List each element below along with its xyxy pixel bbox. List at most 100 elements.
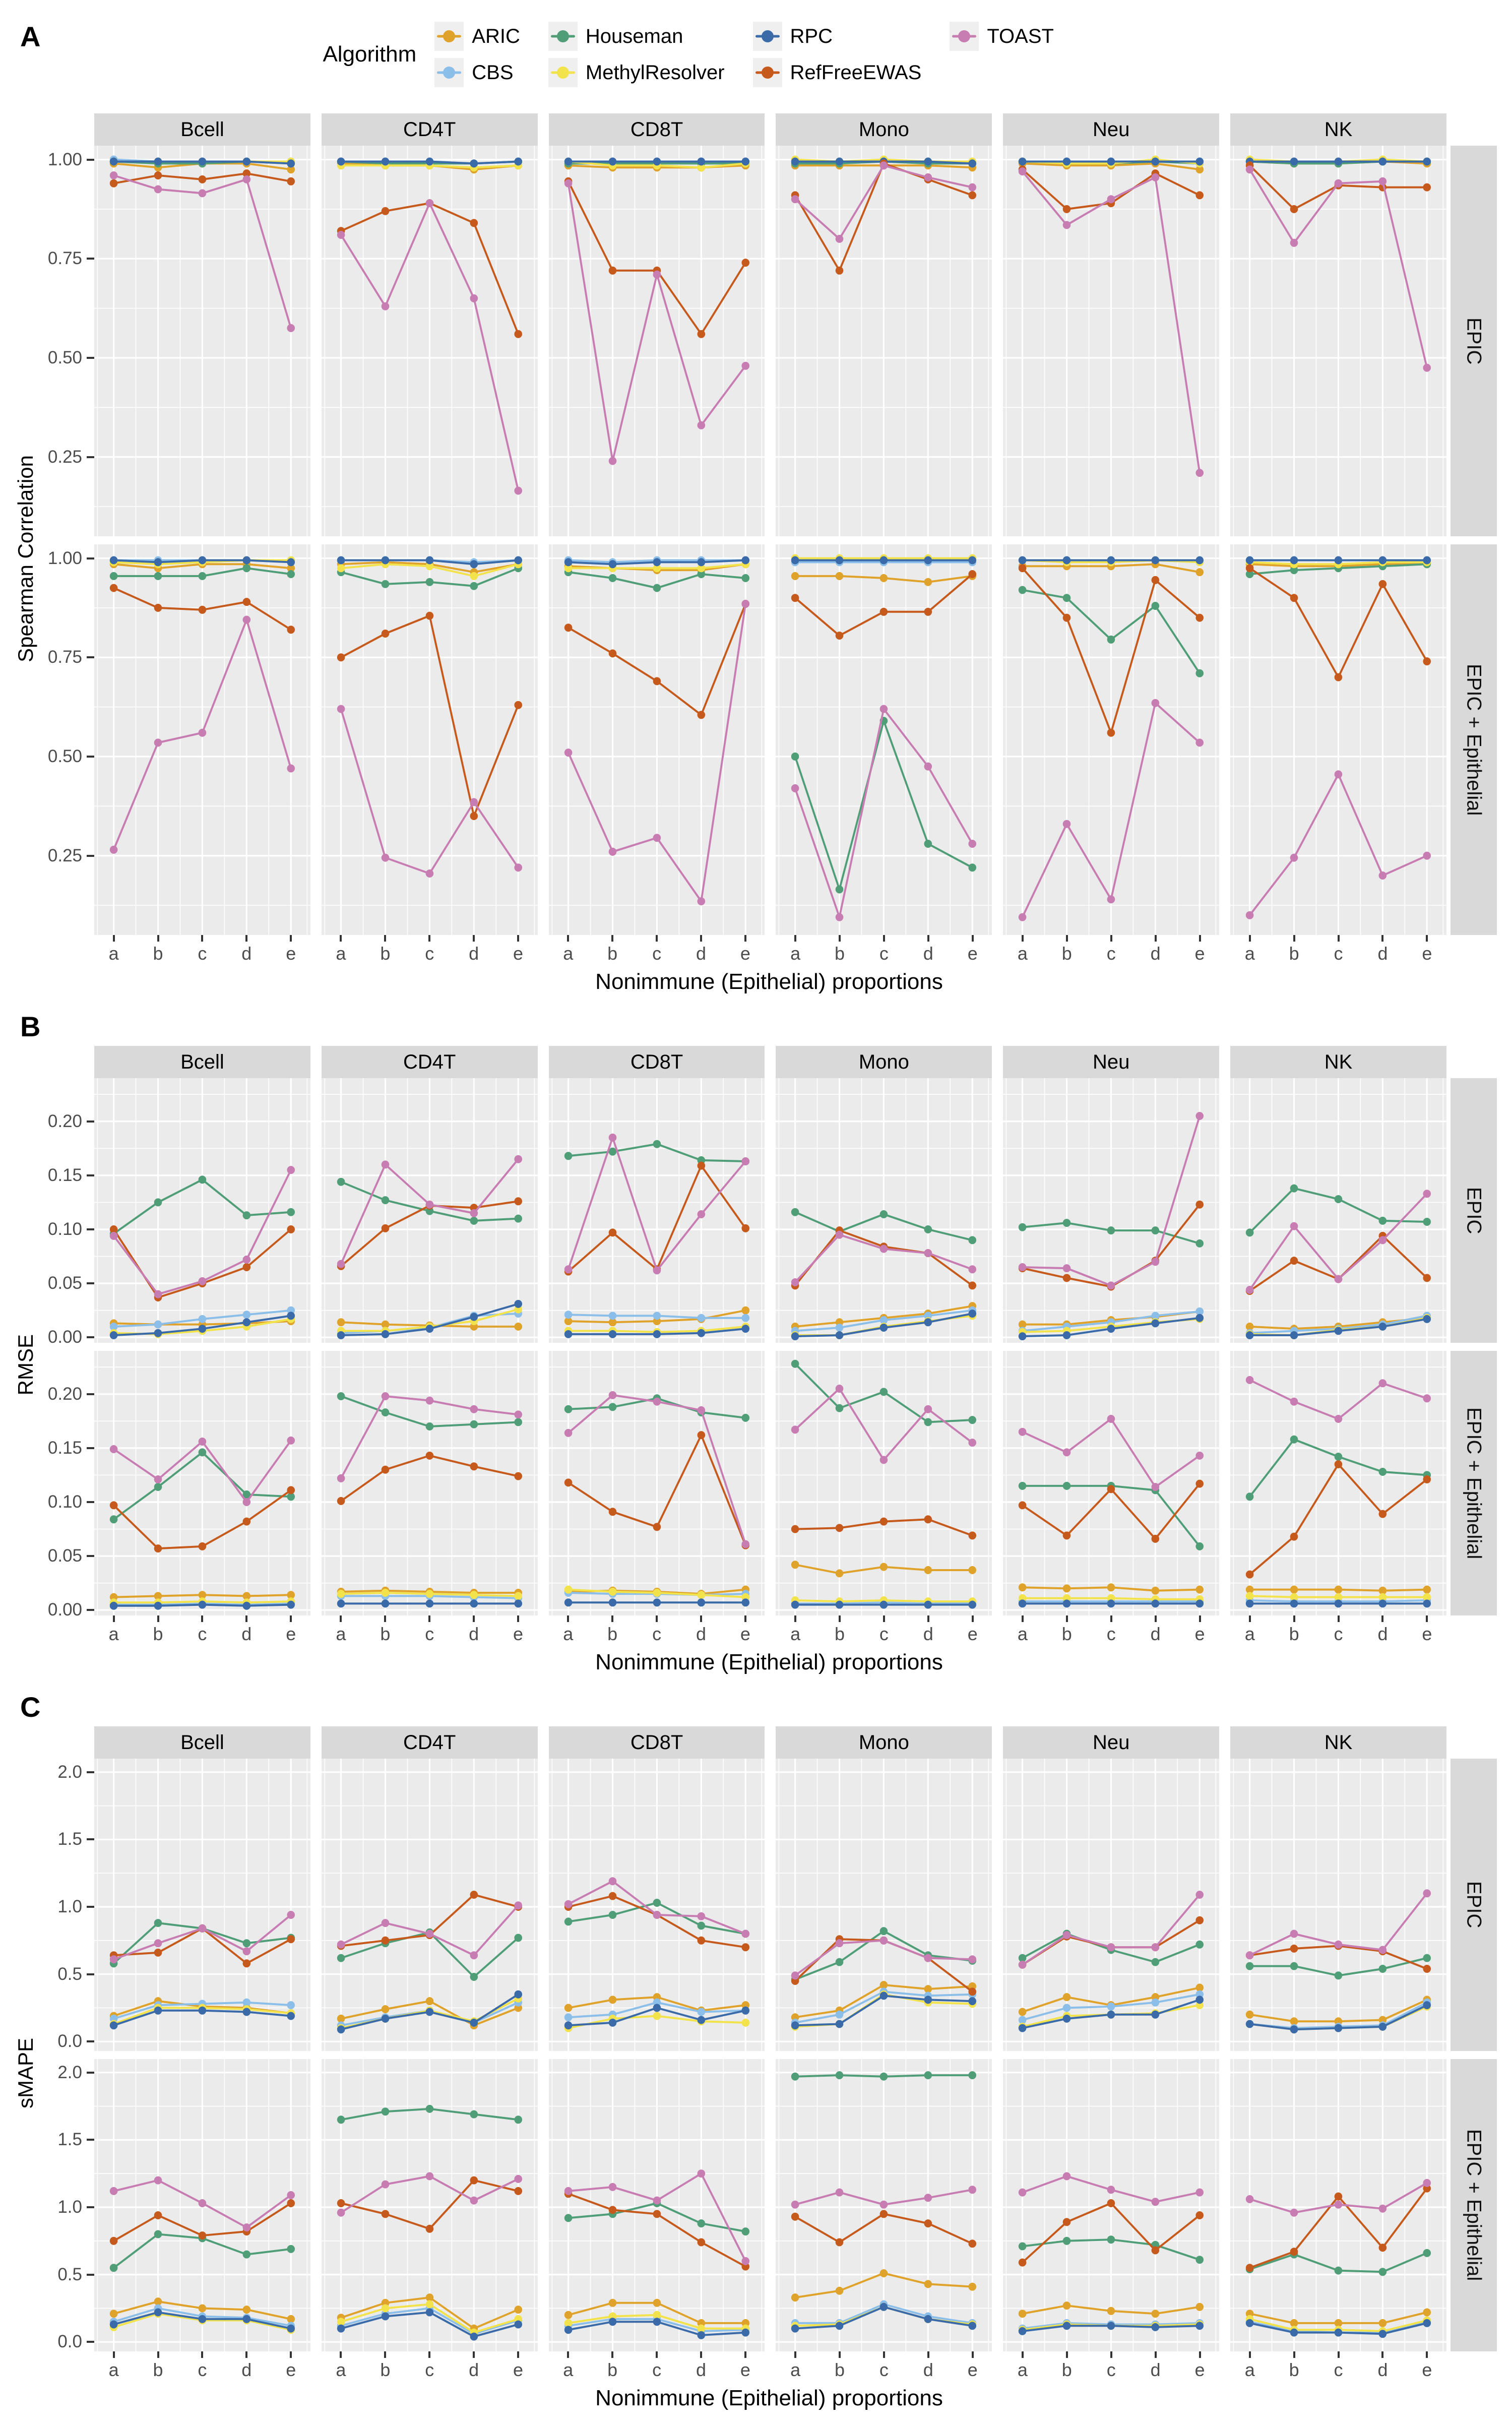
point-RefFreeEWAS: [154, 1544, 162, 1553]
point-TOAST: [608, 457, 616, 465]
legend-item-Houseman: Houseman: [548, 22, 725, 51]
row-strip-label: EPIC + Epithelial: [1463, 2129, 1485, 2281]
facet-plot-C-EPIC-Mono: [776, 1759, 992, 2051]
x-tick-label: c: [425, 2359, 434, 2380]
point-Houseman: [514, 2115, 522, 2124]
point-RPC: [1063, 1599, 1071, 1608]
x-tick-mark: [473, 2351, 475, 2358]
point-RPC: [381, 1330, 390, 1338]
x-tick-label: b: [380, 943, 391, 964]
facet-plot-B-EPIC + Epithelial-NK: [1230, 1351, 1446, 1615]
point-RPC: [1063, 1331, 1071, 1339]
y-tick-mark: [87, 456, 94, 458]
x-tick-mark: [838, 2351, 841, 2358]
point-TOAST: [1245, 1951, 1254, 1960]
facet-plot-C-EPIC + Epithelial-CD4T: [321, 2059, 538, 2351]
point-RPC: [425, 1325, 434, 1333]
legend-label: CBS: [472, 61, 514, 84]
point-TOAST: [1063, 1264, 1071, 1273]
point-ARIC: [154, 2297, 162, 2306]
legend-key-icon: [950, 22, 979, 51]
point-RefFreeEWAS: [287, 626, 295, 634]
x-tick-mark: [1065, 2351, 1068, 2358]
point-TOAST: [1063, 221, 1071, 229]
point-RPC: [1423, 157, 1431, 166]
point-RPC: [470, 159, 478, 168]
point-CBS: [1107, 2002, 1115, 2011]
y-tick: 0.20: [48, 1111, 94, 1132]
point-RefFreeEWAS: [198, 175, 207, 183]
point-RPC: [198, 1325, 207, 1333]
point-ARIC: [1334, 2319, 1343, 2327]
point-Houseman: [154, 1198, 162, 1207]
point-TOAST: [154, 1939, 162, 1948]
point-Houseman: [836, 2071, 844, 2080]
point-RPC: [425, 556, 434, 565]
point-RefFreeEWAS: [1290, 205, 1298, 213]
y-tick-mark: [87, 1771, 94, 1773]
point-RefFreeEWAS: [381, 1224, 390, 1232]
x-tick-mark: [384, 1615, 387, 1622]
point-RefFreeEWAS: [880, 1517, 888, 1526]
y-tick-label: 0.00: [47, 1600, 82, 1620]
point-Houseman: [337, 1177, 345, 1186]
y-axis-ticks: 0.25 0.50 0.75 1.00: [41, 146, 94, 536]
point-ARIC: [564, 2311, 573, 2319]
point-ARIC: [1378, 1586, 1387, 1595]
point-Houseman: [109, 1515, 118, 1524]
point-TOAST: [880, 1456, 888, 1464]
point-RPC: [836, 157, 844, 166]
y-axis-ticks: 0.0 0.5 1.0 1.5 2.0: [41, 2059, 94, 2351]
point-RefFreeEWAS: [1334, 673, 1343, 681]
x-ticks-cell: a b c d e: [549, 2351, 765, 2383]
point-Houseman: [470, 1420, 478, 1428]
legend-label: RPC: [790, 25, 833, 47]
point-RPC: [968, 556, 977, 565]
point-RefFreeEWAS: [1423, 1274, 1431, 1282]
point-CBS: [741, 1314, 749, 1322]
point-RefFreeEWAS: [968, 1531, 977, 1540]
point-TOAST: [514, 863, 522, 872]
point-TOAST: [1423, 363, 1431, 372]
point-RefFreeEWAS: [697, 2238, 705, 2247]
x-tick-mark: [700, 1615, 702, 1622]
x-tick-label: a: [1017, 943, 1028, 964]
point-RPC: [1107, 2010, 1115, 2019]
facet-plot-C-EPIC + Epithelial-Mono: [776, 2059, 992, 2351]
y-axis-ticks: 0.0 0.5 1.0 1.5 2.0: [41, 1759, 94, 2051]
point-RefFreeEWAS: [198, 605, 207, 614]
x-tick-mark: [290, 1615, 292, 1622]
point-MethylResolver: [653, 2012, 661, 2020]
point-RPC: [1334, 1599, 1343, 1608]
facet-plot-B-EPIC + Epithelial-Mono: [776, 1351, 992, 1615]
point-TOAST: [1245, 911, 1254, 919]
point-Houseman: [1195, 2256, 1204, 2264]
x-tick-label: a: [1244, 943, 1255, 964]
point-TOAST: [381, 1392, 390, 1400]
facet-strip-row: Bcell CD4T CD8T Mono Neu NK: [41, 1726, 1497, 1759]
point-RefFreeEWAS: [514, 2187, 522, 2195]
point-RPC: [1423, 556, 1431, 565]
point-MethylResolver: [381, 1589, 390, 1597]
point-RPC: [109, 157, 118, 166]
point-ARIC: [1195, 568, 1204, 577]
point-TOAST: [1334, 1415, 1343, 1423]
legend-item-TOAST: TOAST: [950, 22, 1054, 51]
y-tick-mark: [87, 1120, 94, 1123]
y-tick-label: 0.50: [47, 347, 82, 367]
point-Houseman: [791, 2072, 799, 2081]
point-ARIC: [1290, 2017, 1298, 2026]
facet-strip-CD4T: CD4T: [321, 1726, 538, 1759]
x-tick-mark: [883, 2351, 885, 2358]
point-Houseman: [1245, 1962, 1254, 1970]
point-Houseman: [242, 1211, 251, 1220]
point-RefFreeEWAS: [741, 1943, 749, 1952]
point-TOAST: [1290, 1397, 1298, 1406]
panel-C: sMAPE Bcell CD4T CD8T Mono Neu NK 0.0 0.5 1.0 1.5…: [10, 1726, 1497, 2420]
point-TOAST: [741, 600, 749, 608]
facet-plot-B-EPIC + Epithelial-CD8T: [548, 1351, 765, 1615]
x-tick-label: b: [1061, 943, 1072, 964]
point-TOAST: [287, 2191, 295, 2199]
facet-plot-C-EPIC-Neu: [1003, 1759, 1220, 2051]
